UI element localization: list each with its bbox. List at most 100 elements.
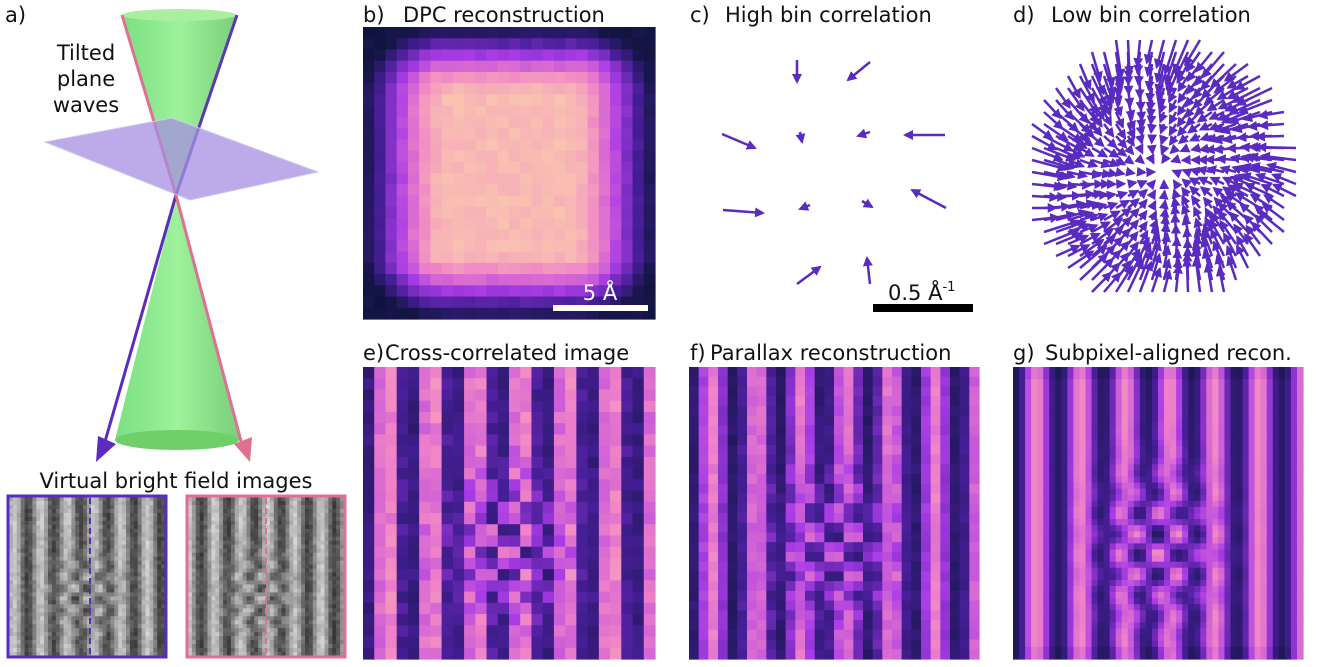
pixel [487,38,499,50]
vbf-image [9,497,166,657]
pixel [138,596,143,601]
pixel [554,252,566,264]
pixel [565,412,577,424]
pixel [453,547,465,559]
pixel [32,577,37,582]
pixel [146,608,151,613]
pixel [146,612,151,617]
pixel [328,577,333,582]
pixel [699,445,709,455]
pixel [122,628,127,633]
pixel [215,596,220,601]
pixel [200,628,205,633]
pixel [215,549,220,554]
pixel [815,396,825,406]
pixel [250,549,255,554]
pixel [498,263,510,275]
pixel [142,517,147,522]
pixel [487,94,499,106]
pixel [317,604,322,609]
pixel [192,580,197,585]
pixel [243,604,248,609]
pixel [408,513,420,525]
pixel [286,565,291,570]
pixel [689,494,699,504]
pixel [328,588,333,593]
pixel [531,297,543,309]
pixel [79,541,84,546]
pixel [419,308,431,320]
pixel [40,580,45,585]
pixel [188,509,193,514]
pixel [543,547,555,559]
pixel [13,513,18,518]
pixel [60,632,64,637]
pixel [247,533,252,538]
pixel [278,533,283,538]
pixel [633,274,645,286]
pixel [270,521,275,526]
pixel [757,552,767,562]
pixel [737,581,747,591]
pixel [776,640,786,650]
pixel [419,240,431,252]
pixel [286,624,291,629]
pixel [621,457,633,469]
pixel [408,151,420,163]
pixel [200,505,205,510]
pixel [293,549,298,554]
pixel [599,263,611,275]
pixel [786,367,796,377]
pixel [286,525,291,530]
pixel [200,604,205,609]
pixel [374,27,386,39]
pixel [313,533,318,538]
pixel [110,628,115,633]
pixel [815,484,825,494]
pixel [408,263,420,275]
pixel [32,648,37,653]
pixel [278,592,283,597]
pixel [498,479,510,491]
pixel [239,620,244,625]
pixel [52,644,57,649]
pixel [795,581,805,591]
pixel [363,49,375,61]
pixel [475,195,487,207]
pixel [297,497,302,502]
pixel [293,588,298,593]
pixel [64,612,69,617]
pixel [204,545,209,550]
pixel [103,592,108,597]
pixel [328,501,333,506]
pixel [282,628,287,633]
pixel [142,588,147,593]
pixel [363,637,375,649]
pixel [385,614,397,626]
pixel [328,616,333,621]
pixel [430,274,442,286]
pixel [309,636,314,641]
pixel [254,620,258,625]
pixel [157,525,162,530]
pixel [397,139,409,151]
pixel [565,207,577,219]
pixel [48,648,53,653]
pixel [747,425,757,435]
pixel [313,501,318,506]
pixel [114,529,119,534]
pixel [487,173,499,185]
pixel [44,580,49,585]
pixel [633,128,645,140]
pixel [815,601,825,611]
pixel [397,128,409,140]
pixel [118,580,123,585]
pixel [103,600,108,605]
pixel [708,610,718,620]
pixel [118,588,123,593]
pixel [204,604,209,609]
pixel [9,525,14,530]
pixel [126,553,131,558]
pixel [328,505,333,510]
pixel [44,557,49,562]
